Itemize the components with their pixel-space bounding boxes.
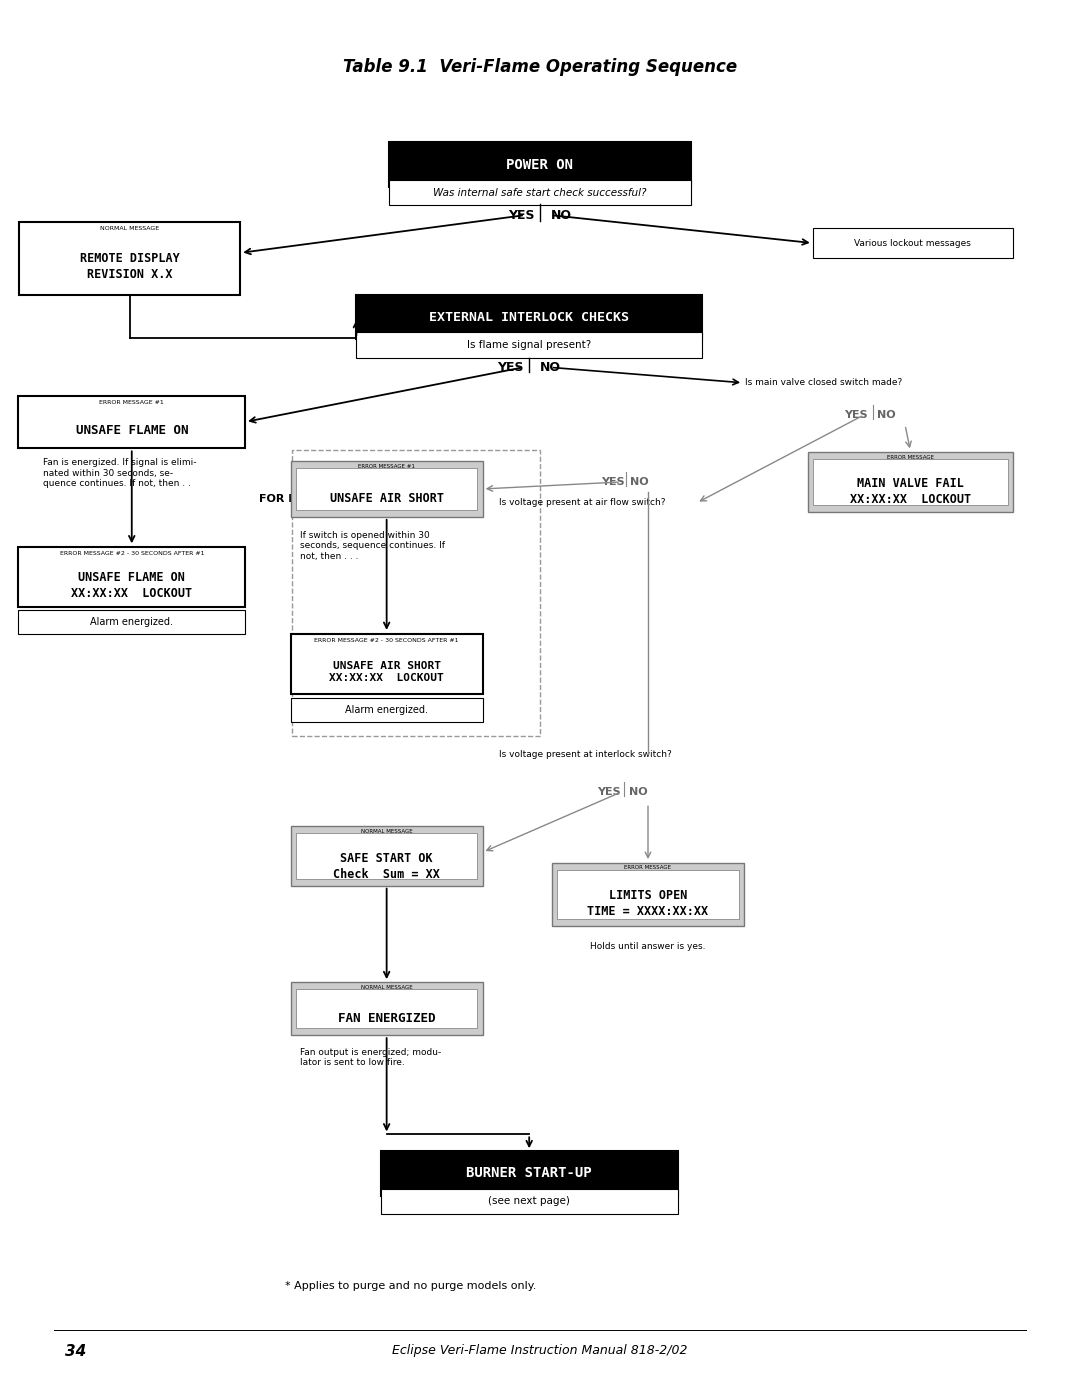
Bar (552, 863, 744, 926)
Text: NO: NO (630, 476, 648, 488)
Text: ERROR MESSAGE #2 - 30 SECONDS AFTER #1: ERROR MESSAGE #2 - 30 SECONDS AFTER #1 (59, 550, 204, 556)
Text: EXTERNAL INTERLOCK CHECKS: EXTERNAL INTERLOCK CHECKS (429, 310, 630, 324)
Bar (18, 546, 245, 606)
Text: NORMAL MESSAGE: NORMAL MESSAGE (100, 226, 159, 232)
Bar (291, 633, 483, 693)
Text: ERROR MESSAGE #1: ERROR MESSAGE #1 (99, 400, 164, 405)
Bar (557, 869, 739, 919)
Text: FOR PURGE & MODULATING: FOR PURGE & MODULATING (259, 493, 432, 504)
Text: POWER ON: POWER ON (507, 158, 573, 172)
Text: Fan output is energized; modu-
lator is sent to low fire.: Fan output is energized; modu- lator is … (300, 1048, 442, 1067)
Text: Holds until answer is yes.: Holds until answer is yes. (591, 943, 705, 951)
Text: Alarm energized.: Alarm energized. (91, 616, 173, 627)
Text: YES: YES (508, 208, 535, 222)
Bar (389, 180, 691, 205)
Text: Is voltage present at interlock switch?: Is voltage present at interlock switch? (499, 750, 672, 759)
Bar (18, 397, 245, 447)
Bar (291, 698, 483, 722)
Text: NO: NO (540, 360, 561, 374)
Bar (291, 982, 483, 1035)
Text: Is main valve closed switch made?: Is main valve closed switch made? (745, 379, 903, 387)
Bar (296, 468, 477, 510)
Text: SAFE START OK
Check  Sum = XX: SAFE START OK Check Sum = XX (334, 852, 440, 880)
Text: * Applies to purge and no purge models only.: * Applies to purge and no purge models o… (285, 1281, 536, 1291)
Text: 34: 34 (65, 1344, 86, 1359)
Text: ERROR MESSAGE #2 - 30 SECONDS AFTER #1: ERROR MESSAGE #2 - 30 SECONDS AFTER #1 (314, 637, 459, 643)
Text: LIMITS OPEN
TIME = XXXX:XX:XX: LIMITS OPEN TIME = XXXX:XX:XX (588, 890, 708, 918)
Text: (see next page): (see next page) (488, 1196, 570, 1207)
Text: UNSAFE FLAME ON
XX:XX:XX  LOCKOUT: UNSAFE FLAME ON XX:XX:XX LOCKOUT (71, 571, 192, 599)
Text: ERROR MESSAGE #1: ERROR MESSAGE #1 (359, 464, 415, 469)
Bar (813, 458, 1008, 504)
Text: UNSAFE AIR SHORT: UNSAFE AIR SHORT (329, 492, 444, 506)
Bar (291, 461, 483, 517)
Bar (356, 332, 702, 358)
Bar (380, 1151, 678, 1196)
Bar (19, 222, 240, 295)
Text: Table 9.1  Veri-Flame Operating Sequence: Table 9.1 Veri-Flame Operating Sequence (343, 59, 737, 75)
Text: YES: YES (497, 360, 524, 374)
Bar (812, 228, 1013, 258)
Text: NO: NO (551, 208, 571, 222)
Bar (292, 450, 540, 736)
Text: YES: YES (843, 409, 867, 420)
Text: YES: YES (597, 787, 621, 798)
Text: NORMAL MESSAGE: NORMAL MESSAGE (361, 985, 413, 990)
Text: UNSAFE AIR SHORT
XX:XX:XX  LOCKOUT: UNSAFE AIR SHORT XX:XX:XX LOCKOUT (329, 661, 444, 683)
Text: ERROR MESSAGE: ERROR MESSAGE (624, 866, 672, 870)
Text: FAN ENERGIZED: FAN ENERGIZED (338, 1011, 435, 1025)
Text: NO: NO (629, 787, 647, 798)
Bar (808, 451, 1013, 511)
Text: NORMAL MESSAGE: NORMAL MESSAGE (361, 830, 413, 834)
Text: Fan is energized. If signal is elimi-
nated within 30 seconds, se-
quence contin: Fan is energized. If signal is elimi- na… (43, 458, 197, 488)
Text: Is flame signal present?: Is flame signal present? (467, 339, 592, 351)
Text: MAIN VALVE FAIL
XX:XX:XX  LOCKOUT: MAIN VALVE FAIL XX:XX:XX LOCKOUT (850, 478, 971, 506)
Bar (380, 1189, 678, 1214)
Bar (356, 295, 702, 339)
Bar (18, 609, 245, 633)
Bar (296, 833, 477, 880)
Text: BURNER START-UP: BURNER START-UP (467, 1166, 592, 1180)
Bar (291, 827, 483, 887)
Text: UNSAFE FLAME ON: UNSAFE FLAME ON (76, 423, 188, 437)
Text: If switch is opened within 30
seconds, sequence continues. If
not, then . . .: If switch is opened within 30 seconds, s… (300, 531, 445, 560)
Text: REMOTE DISPLAY
REVISION X.X: REMOTE DISPLAY REVISION X.X (80, 253, 179, 281)
Text: Is voltage present at air flow switch?: Is voltage present at air flow switch? (499, 499, 665, 507)
Text: YES: YES (600, 476, 624, 488)
Text: Alarm energized.: Alarm energized. (346, 704, 428, 715)
Text: Eclipse Veri-Flame Instruction Manual 818-2/02: Eclipse Veri-Flame Instruction Manual 81… (392, 1344, 688, 1356)
Text: Various lockout messages: Various lockout messages (854, 239, 971, 247)
Bar (389, 142, 691, 187)
Text: Was internal safe start check successful?: Was internal safe start check successful… (433, 187, 647, 198)
Bar (296, 989, 477, 1028)
Text: ERROR MESSAGE: ERROR MESSAGE (887, 454, 934, 460)
Text: NO: NO (877, 409, 895, 420)
